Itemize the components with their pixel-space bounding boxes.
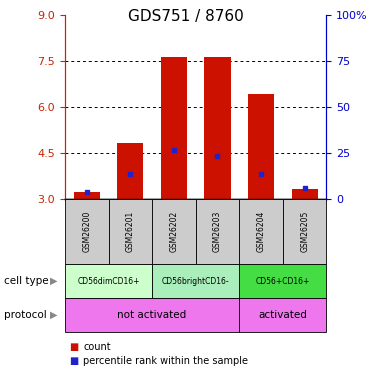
Text: CD56+CD16+: CD56+CD16+ <box>256 277 310 286</box>
Text: GSM26204: GSM26204 <box>257 211 266 252</box>
FancyBboxPatch shape <box>65 298 239 332</box>
FancyBboxPatch shape <box>239 264 326 298</box>
Bar <box>73 192 100 199</box>
Text: ■: ■ <box>69 342 78 352</box>
FancyBboxPatch shape <box>152 199 196 264</box>
Text: activated: activated <box>259 310 307 320</box>
FancyBboxPatch shape <box>152 264 239 298</box>
FancyBboxPatch shape <box>196 199 239 264</box>
Bar <box>117 143 144 199</box>
Text: cell type: cell type <box>4 276 48 286</box>
Text: GDS751 / 8760: GDS751 / 8760 <box>128 9 243 24</box>
FancyBboxPatch shape <box>283 199 326 264</box>
Text: GSM26205: GSM26205 <box>300 211 309 252</box>
Bar <box>292 189 318 199</box>
FancyBboxPatch shape <box>65 264 152 298</box>
Text: count: count <box>83 342 111 352</box>
Text: GSM26200: GSM26200 <box>82 211 91 252</box>
Text: not activated: not activated <box>118 310 187 320</box>
Text: ▶: ▶ <box>50 310 58 320</box>
Bar <box>161 57 187 199</box>
Text: GSM26203: GSM26203 <box>213 211 222 252</box>
Bar <box>204 57 231 199</box>
Text: GSM26202: GSM26202 <box>170 211 178 252</box>
Text: GSM26201: GSM26201 <box>126 211 135 252</box>
FancyBboxPatch shape <box>65 199 109 264</box>
FancyBboxPatch shape <box>239 199 283 264</box>
Text: CD56brightCD16-: CD56brightCD16- <box>162 277 230 286</box>
Text: protocol: protocol <box>4 310 46 320</box>
Bar <box>248 94 274 199</box>
Text: percentile rank within the sample: percentile rank within the sample <box>83 356 249 366</box>
FancyBboxPatch shape <box>109 199 152 264</box>
Text: CD56dimCD16+: CD56dimCD16+ <box>77 277 140 286</box>
FancyBboxPatch shape <box>239 298 326 332</box>
Text: ▶: ▶ <box>50 276 58 286</box>
Text: ■: ■ <box>69 356 78 366</box>
